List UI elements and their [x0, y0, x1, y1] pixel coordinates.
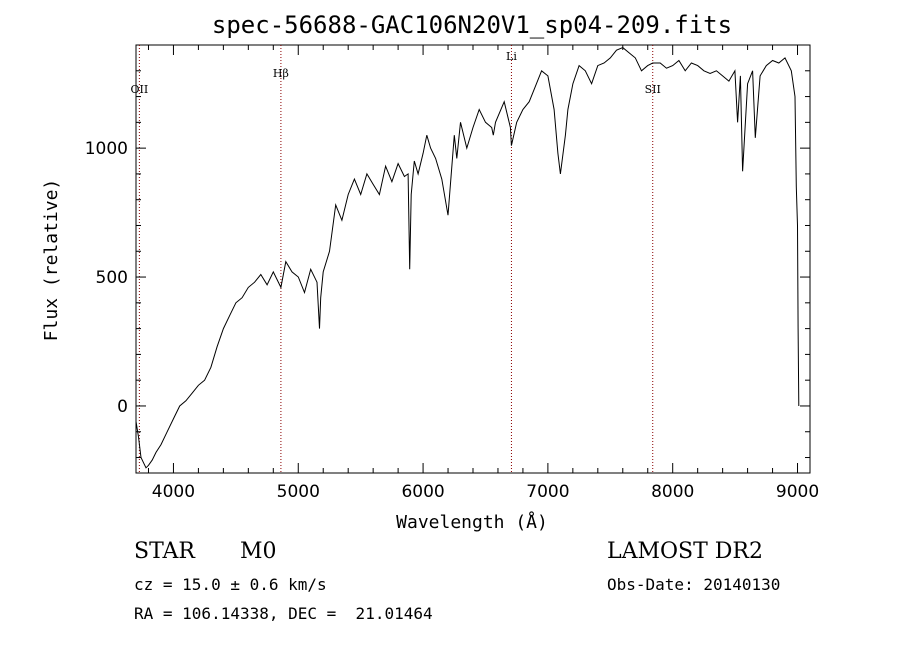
x-tick-label: 9000 [776, 482, 819, 502]
x-tick-label: 6000 [401, 482, 444, 502]
redshift-velocity: cz = 15.0 ± 0.6 km/s [134, 575, 327, 594]
spectrum-line [135, 47, 800, 469]
object-type: STAR [134, 539, 195, 564]
x-tick-label: 5000 [277, 482, 320, 502]
coordinates: RA = 106.14338, DEC = 21.01464 [134, 604, 433, 623]
y-tick-label: 1000 [85, 139, 128, 159]
y-tick-label: 0 [117, 397, 128, 417]
line-marker-label: Li [506, 50, 517, 63]
x-tick-label: 7000 [526, 482, 569, 502]
plot-frame [135, 44, 811, 474]
x-axis-label: Wavelength (Å) [396, 511, 548, 533]
chart-title: spec-56688-GAC106N20V1_sp04-209.fits [212, 11, 732, 39]
y-tick-label: 500 [96, 268, 128, 288]
line-marker-label: SII [645, 83, 661, 96]
line-marker-label: OII [131, 83, 149, 96]
observation-date: Obs-Date: 20140130 [607, 575, 781, 594]
y-axis-label: Flux (relative) [41, 179, 62, 342]
x-tick-label: 4000 [152, 482, 195, 502]
spectral-subclass: M0 [240, 539, 277, 564]
line-markers: OII Hβ Li SII [131, 45, 661, 473]
survey-name: LAMOST DR2 [607, 539, 763, 564]
x-tick-label: 8000 [651, 482, 694, 502]
line-marker-label: Hβ [273, 67, 289, 80]
axis-ticks: 4000 5000 6000 7000 8000 9000 0 500 1000 [85, 45, 819, 502]
